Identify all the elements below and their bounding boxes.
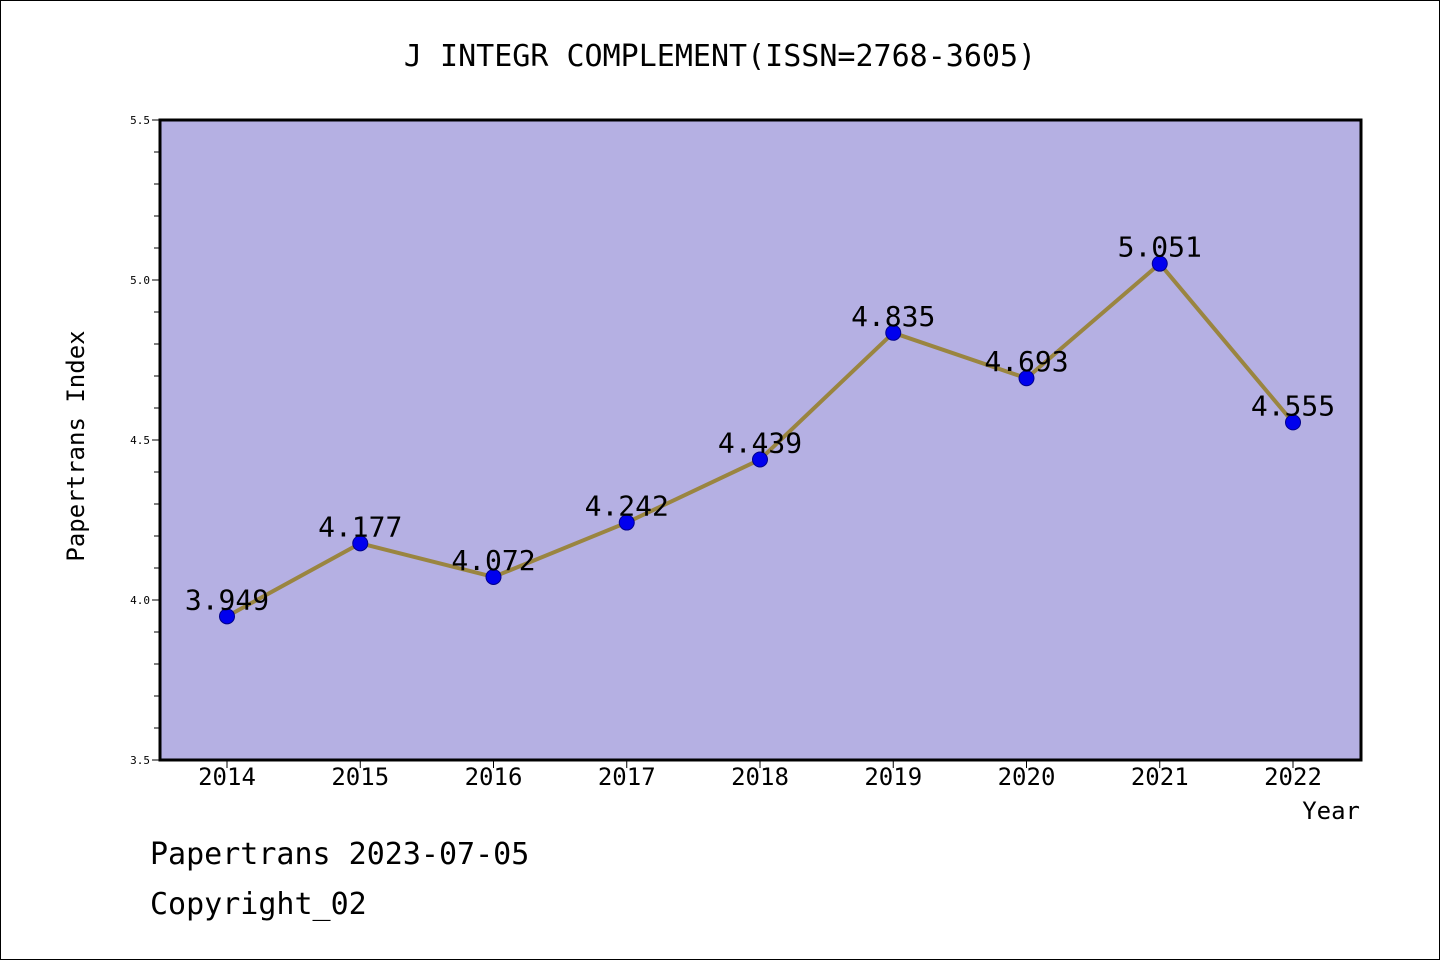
- data-point: [352, 535, 369, 552]
- data-label: 5.051: [1118, 231, 1202, 264]
- data-label: 4.835: [851, 300, 935, 333]
- x-tick-label: 2019: [864, 763, 922, 791]
- chart-title: J INTEGR COMPLEMENT(ISSN=2768-3605): [404, 39, 1036, 74]
- plot-frame: [158, 118, 1363, 762]
- x-tick-label: 2021: [1131, 763, 1189, 791]
- data-label: 3.949: [185, 583, 269, 616]
- data-label: 4.242: [585, 490, 669, 523]
- data-label: 4.072: [451, 544, 535, 577]
- plot-area: [160, 120, 1361, 760]
- x-tick-label: 2016: [465, 763, 523, 791]
- y-tick-label: 5.0: [130, 274, 150, 287]
- data-point: [885, 324, 902, 341]
- data-label: 4.177: [318, 510, 402, 543]
- data-point: [219, 608, 235, 625]
- y-axis: 3.5 4.0 4.5 5.0 5.5: [130, 114, 160, 767]
- x-axis-label: Year: [1302, 797, 1360, 825]
- x-tick-label: 2022: [1264, 763, 1322, 791]
- footer-date: Papertrans 2023-07-05: [150, 837, 529, 872]
- data-point: [1151, 255, 1168, 272]
- data-point: [752, 451, 768, 468]
- x-tick-label: 2014: [198, 763, 256, 791]
- data-point: [1018, 370, 1035, 387]
- data-point: [1285, 414, 1301, 431]
- series-layer: 3.949 4.177 4.072 4.242 4.439 4.835 4.693 5.051…: [185, 231, 1335, 625]
- x-tick-label: 2017: [598, 763, 656, 791]
- x-axis: 2014 2015 2016 2017 2018 2019 2020 2021 2022: [198, 760, 1322, 791]
- x-tick-label: 2018: [731, 763, 789, 791]
- x-tick-label: 2020: [998, 763, 1056, 791]
- footer-copyright: Copyright_02: [150, 887, 367, 922]
- data-point: [485, 568, 502, 585]
- data-point: [618, 514, 635, 531]
- y-tick-label: 3.5: [130, 754, 150, 767]
- data-label: 4.555: [1251, 389, 1335, 422]
- data-label: 4.439: [718, 427, 802, 460]
- y-axis-label: Papertrans Index: [62, 330, 90, 561]
- y-tick-label: 4.5: [130, 434, 150, 447]
- y-tick-label: 5.5: [130, 114, 150, 127]
- x-tick-label: 2015: [331, 763, 389, 791]
- y-tick-label: 4.0: [130, 594, 150, 607]
- data-label: 4.693: [984, 345, 1068, 378]
